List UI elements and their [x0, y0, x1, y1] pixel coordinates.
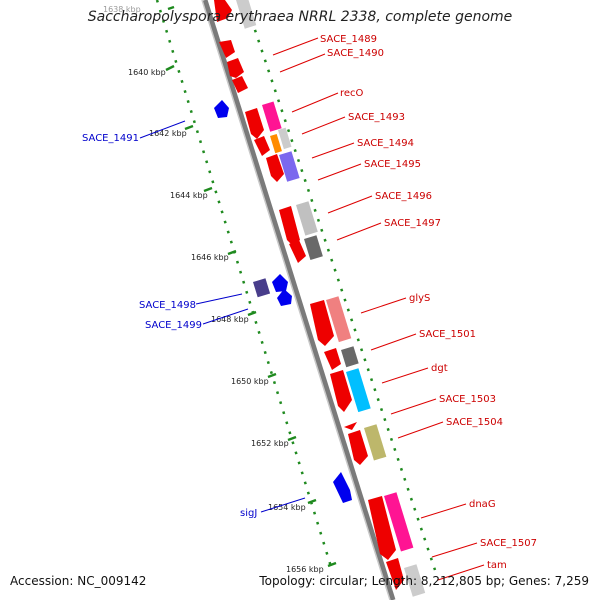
tick-label: 1644 kbp	[170, 191, 208, 200]
gene-label[interactable]: SACE_1499	[145, 320, 202, 331]
gene-arrow[interactable]	[289, 240, 306, 263]
genome-backbone	[202, 0, 396, 600]
gene-box[interactable]	[404, 564, 426, 597]
gene-label[interactable]: recO	[340, 88, 364, 99]
gene-arrow[interactable]	[232, 76, 248, 93]
gene-box[interactable]	[278, 127, 292, 150]
gene-box[interactable]	[346, 368, 371, 413]
accession-text: Accession: NC_009142	[10, 574, 147, 588]
tick-label: 1656 kbp	[286, 565, 324, 574]
gene-arrow[interactable]	[344, 422, 357, 430]
tick-label: 1654 kbp	[268, 503, 306, 512]
reverse-gene-arrow[interactable]	[272, 274, 288, 292]
gene-box[interactable]	[262, 101, 282, 132]
tick-label: 1640 kbp	[128, 68, 166, 77]
forward-leaders	[272, 37, 485, 581]
reverse-leaders	[139, 120, 306, 513]
gene-box[interactable]	[270, 133, 282, 154]
reverse-gene-labels: SACE_1491 SACE_1498 SACE_1499 sigJ	[82, 133, 257, 519]
gene-arrow[interactable]	[348, 430, 368, 465]
gene-arrow[interactable]	[266, 154, 284, 182]
gene-arrow[interactable]	[279, 206, 300, 246]
gene-label[interactable]: SACE_1493	[348, 112, 405, 123]
gene-arrow[interactable]	[368, 496, 396, 560]
tick-label: 1638 kbp	[103, 5, 141, 14]
gene-label[interactable]: SACE_1504	[446, 417, 503, 428]
ruler-ticks: 1638 kbp 1640 kbp 1642 kbp 1644 kbp 1646…	[103, 5, 337, 574]
gene-label[interactable]: SACE_1507	[480, 538, 537, 549]
tick-label: 1646 kbp	[191, 253, 229, 262]
genome-summary-text: Topology: circular; Length: 8,212,805 bp…	[259, 574, 589, 588]
forward-gene-labels: SACE_1489 SACE_1490 recO SACE_1493 SACE_…	[320, 34, 537, 571]
tick-1650: 1650 kbp	[231, 372, 277, 386]
gene-arrow[interactable]	[254, 136, 270, 156]
gene-box[interactable]	[341, 346, 359, 368]
tick-label: 1642 kbp	[149, 129, 187, 138]
gene-box[interactable]	[236, 0, 257, 29]
gene-label[interactable]: sigJ	[240, 508, 257, 519]
gene-box[interactable]	[279, 151, 300, 182]
gene-arrow[interactable]	[227, 58, 244, 78]
tick-label: 1648 kbp	[211, 315, 249, 324]
reverse-genes-track	[214, 100, 352, 503]
gene-label[interactable]: SACE_1490	[327, 48, 384, 59]
reverse-gene-arrow[interactable]	[214, 100, 229, 118]
gene-label[interactable]: dgt	[431, 363, 448, 374]
gene-arrow[interactable]	[324, 348, 341, 370]
genome-backbone-highlight	[201, 0, 391, 600]
tick-label: 1652 kbp	[251, 439, 289, 448]
gene-label[interactable]: SACE_1494	[357, 138, 414, 149]
outer-genes-track	[236, 0, 426, 597]
tick-1638: 1638 kbp	[103, 5, 175, 14]
gene-box[interactable]	[364, 424, 387, 461]
gene-label[interactable]: SACE_1489	[320, 34, 377, 45]
gene-label[interactable]: glyS	[409, 293, 430, 304]
gene-arrow[interactable]	[310, 300, 334, 346]
gene-label[interactable]: SACE_1491	[82, 133, 139, 144]
gene-arrow[interactable]	[219, 40, 235, 58]
tick-1646: 1646 kbp	[191, 249, 237, 262]
tick-1644: 1644 kbp	[170, 186, 213, 200]
tick-1642: 1642 kbp	[149, 124, 194, 138]
gene-label[interactable]: SACE_1496	[375, 191, 432, 202]
tick-label: 1650 kbp	[231, 377, 269, 386]
gene-box[interactable]	[326, 296, 352, 343]
tick-1648: 1648 kbp	[211, 310, 257, 324]
gene-label[interactable]: SACE_1503	[439, 394, 496, 405]
gene-arrow[interactable]	[330, 370, 352, 412]
genome-title: Saccharopolyspora erythraea NRRL 2338, c…	[87, 9, 513, 25]
gene-arrow[interactable]	[214, 0, 232, 22]
forward-genes-track	[214, 0, 404, 590]
tick-1652: 1652 kbp	[251, 435, 297, 448]
gene-arrow[interactable]	[245, 108, 264, 139]
gene-label[interactable]: SACE_1497	[384, 218, 441, 229]
gene-label[interactable]: SACE_1501	[419, 329, 476, 340]
gene-label[interactable]: SACE_1495	[364, 159, 421, 170]
tick-1640: 1640 kbp	[128, 64, 175, 77]
gene-box[interactable]	[296, 201, 318, 236]
gene-box[interactable]	[304, 235, 323, 261]
reverse-gene-arrow[interactable]	[277, 289, 292, 306]
tick-1654: 1654 kbp	[268, 498, 317, 512]
gene-arrow[interactable]	[386, 558, 404, 590]
gene-label[interactable]: dnaG	[469, 499, 496, 510]
gene-label[interactable]: SACE_1498	[139, 300, 196, 311]
reverse-gene-arrow[interactable]	[333, 472, 352, 503]
tick-1656: 1656 kbp	[286, 561, 337, 574]
gene-label[interactable]: tam	[487, 560, 507, 571]
reverse-gene-box[interactable]	[253, 278, 271, 298]
gene-box[interactable]	[384, 492, 414, 552]
